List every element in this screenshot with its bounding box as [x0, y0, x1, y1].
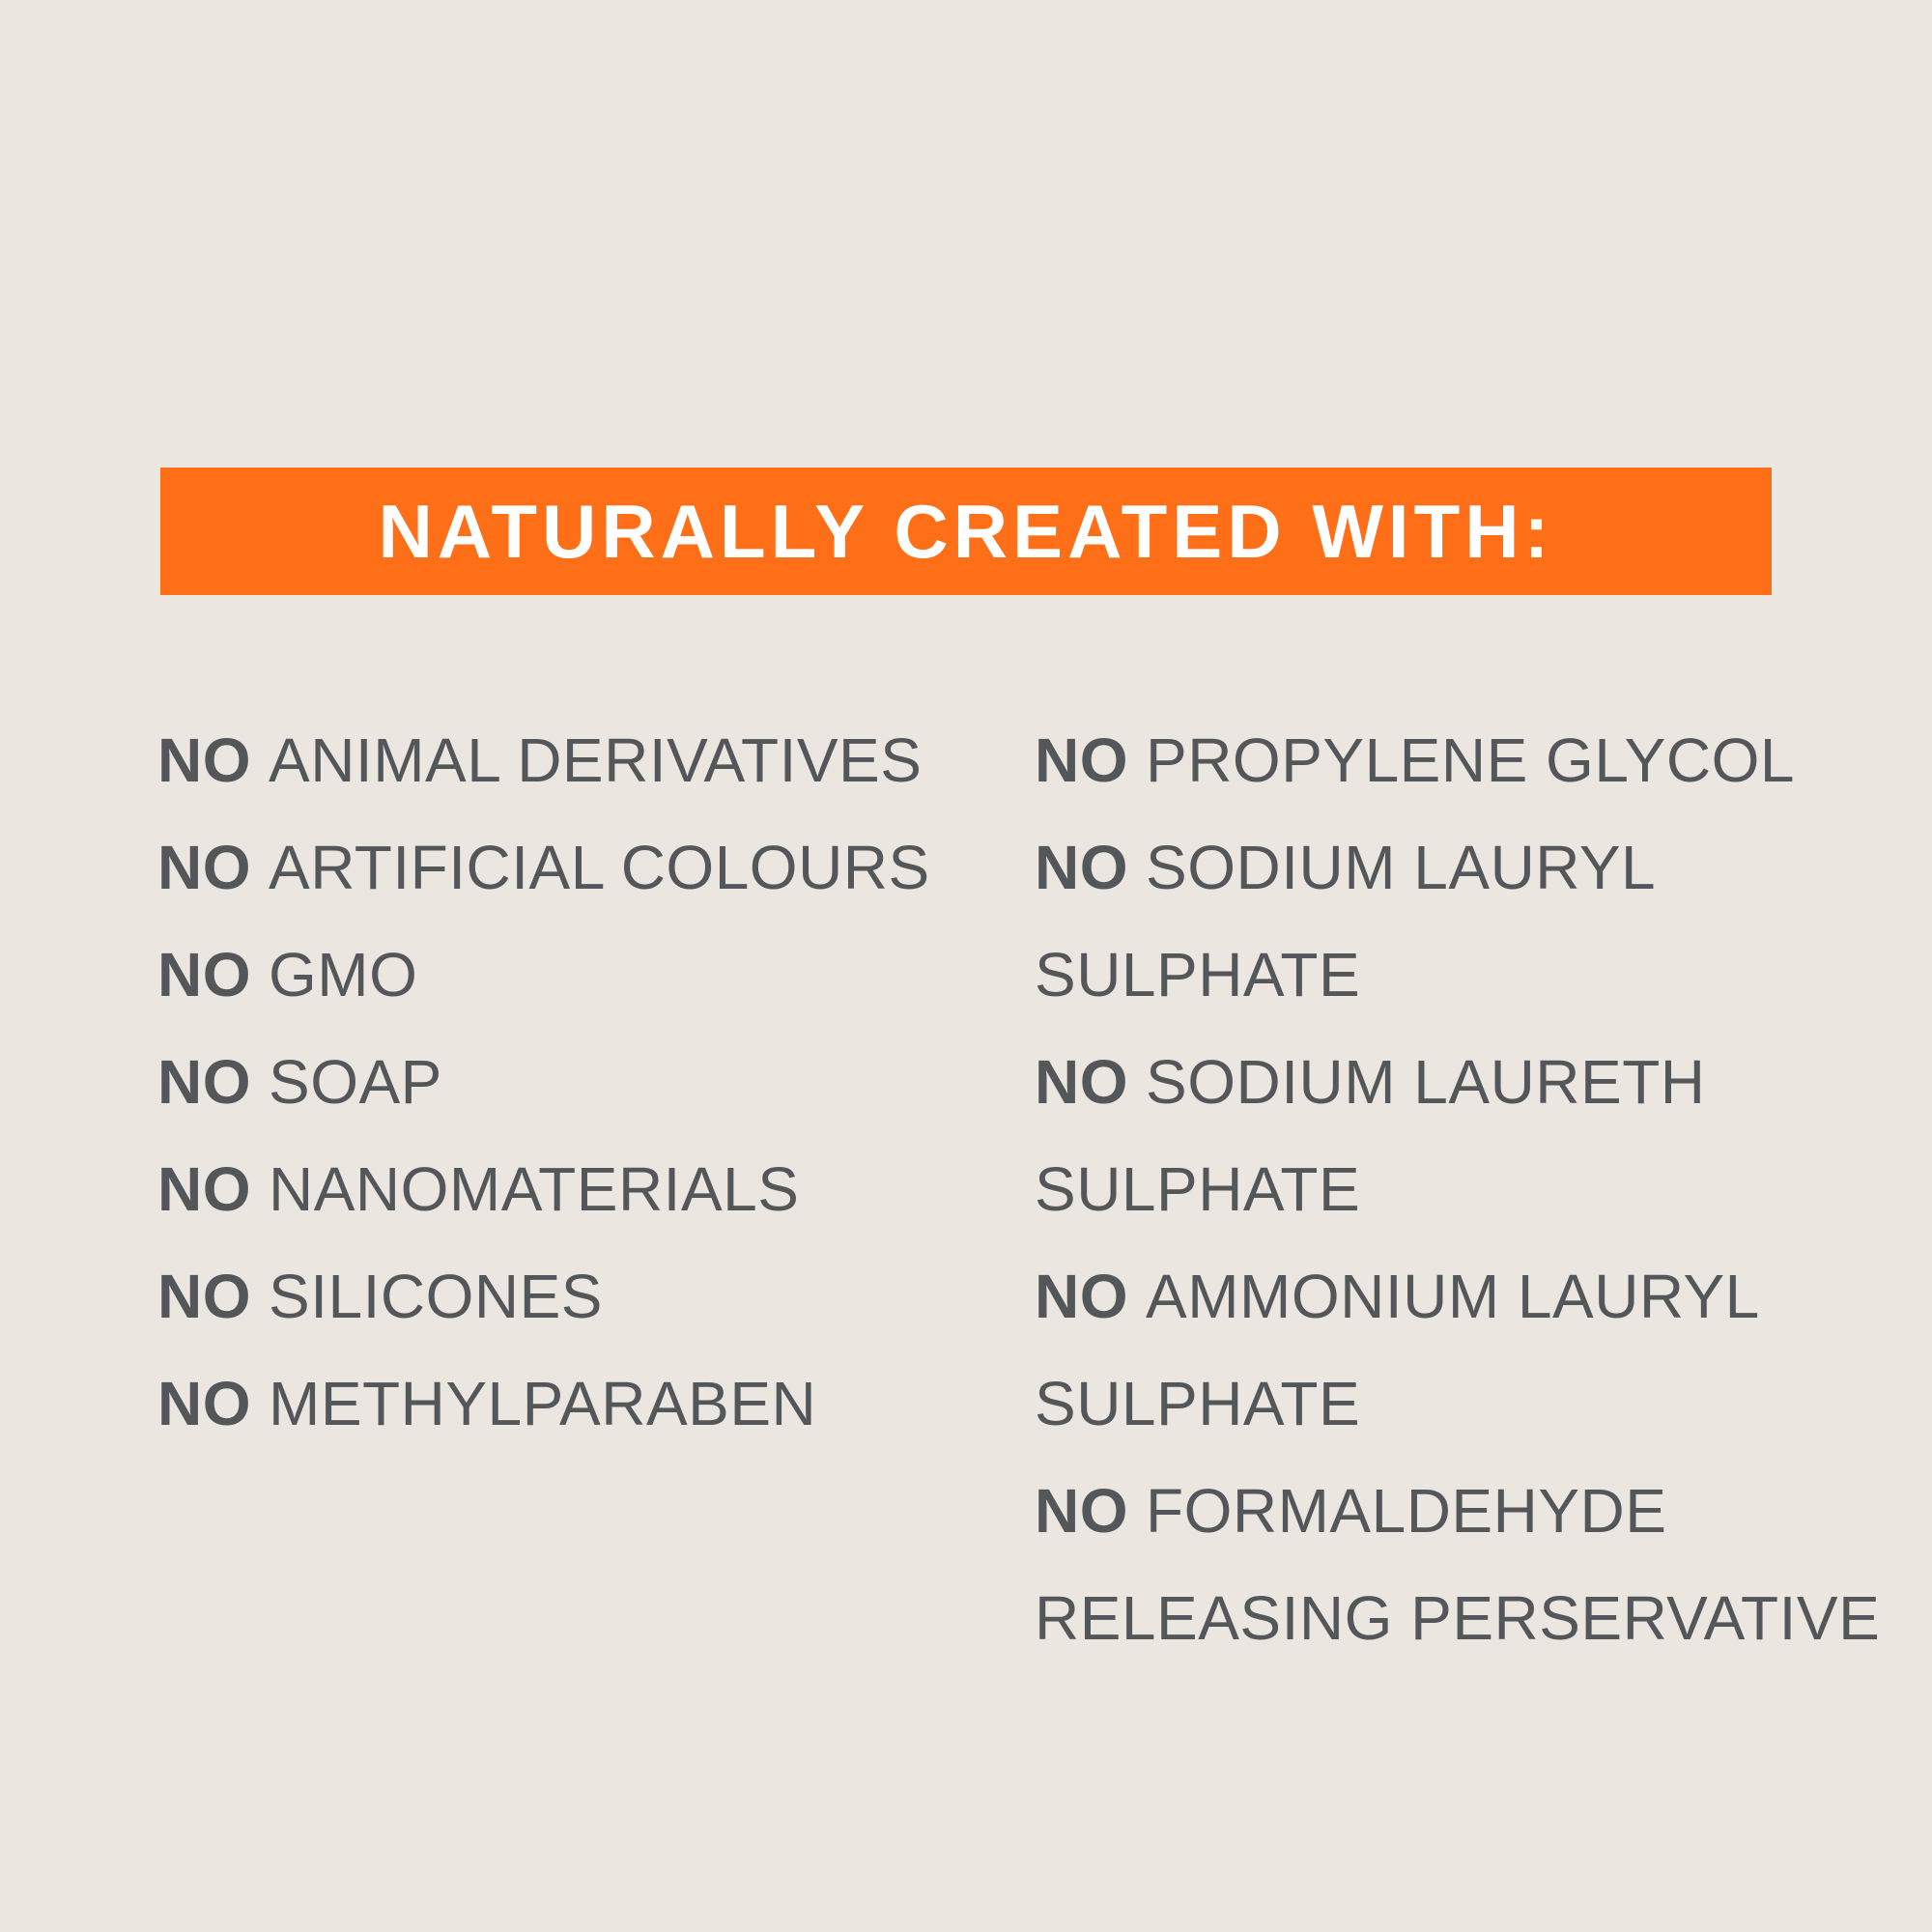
ingredient-text: SODIUM LAURETH — [1146, 1047, 1706, 1117]
ingredient-text: GMO — [269, 940, 418, 1009]
banner-title: NATURALLY CREATED WITH: — [378, 488, 1554, 574]
list-item: NO SODIUM LAURYL — [1035, 814, 1880, 922]
no-prefix: NO — [157, 940, 251, 1009]
no-prefix: NO — [1035, 1476, 1128, 1546]
list-item: NO METHYLPARABEN — [157, 1350, 930, 1458]
ingredient-text: SULPHATE — [1035, 940, 1361, 1009]
list-item: NO AMMONIUM LAURYL — [1035, 1243, 1880, 1350]
list-item: NO SODIUM LAURETH — [1035, 1029, 1880, 1136]
ingredient-text: ARTIFICIAL COLOURS — [269, 833, 930, 902]
ingredient-text: NANOMATERIALS — [269, 1154, 800, 1224]
ingredient-text: FORMALDEHYDE — [1146, 1476, 1667, 1546]
no-prefix: NO — [1035, 725, 1128, 795]
no-prefix: NO — [157, 1047, 251, 1117]
list-item: SULPHATE — [1035, 922, 1880, 1029]
ingredient-text: AMMONIUM LAURYL — [1146, 1262, 1760, 1331]
left-ingredient-list: NO ANIMAL DERIVATIVES NO ARTIFICIAL COLOURS… — [157, 707, 930, 1458]
ingredient-text: SODIUM LAURYL — [1146, 833, 1657, 902]
ingredient-text: SILICONES — [269, 1262, 603, 1331]
no-prefix: NO — [157, 725, 251, 795]
ingredient-text: SULPHATE — [1035, 1154, 1361, 1224]
no-prefix: NO — [1035, 833, 1128, 902]
no-prefix: NO — [1035, 1047, 1128, 1117]
right-ingredient-list: NO PROPYLENE GLYCOL NO SODIUM LAURYL SULPHAT… — [1035, 707, 1880, 1672]
list-item: RELEASING PERSERVATIVE — [1035, 1565, 1880, 1672]
ingredient-text: SULPHATE — [1035, 1369, 1361, 1438]
ingredient-text: SOAP — [269, 1047, 442, 1117]
ingredient-text: METHYLPARABEN — [269, 1369, 817, 1438]
no-prefix: NO — [1035, 1262, 1128, 1331]
list-item: NO PROPYLENE GLYCOL — [1035, 707, 1880, 814]
list-item: NO GMO — [157, 922, 930, 1029]
list-item: NO SILICONES — [157, 1243, 930, 1350]
no-prefix: NO — [157, 1369, 251, 1438]
list-item: NO NANOMATERIALS — [157, 1136, 930, 1243]
ingredient-text: PROPYLENE GLYCOL — [1146, 725, 1795, 795]
list-item: NO FORMALDEHYDE — [1035, 1458, 1880, 1565]
list-item: NO ANIMAL DERIVATIVES — [157, 707, 930, 814]
no-prefix: NO — [157, 1154, 251, 1224]
no-prefix: NO — [157, 1262, 251, 1331]
ingredient-text: RELEASING PERSERVATIVE — [1035, 1583, 1881, 1653]
no-prefix: NO — [157, 833, 251, 902]
list-item: SULPHATE — [1035, 1350, 1880, 1458]
title-banner: NATURALLY CREATED WITH: — [160, 468, 1772, 595]
list-item: NO ARTIFICIAL COLOURS — [157, 814, 930, 922]
list-item: NO SOAP — [157, 1029, 930, 1136]
ingredient-text: ANIMAL DERIVATIVES — [269, 725, 923, 795]
list-item: SULPHATE — [1035, 1136, 1880, 1243]
